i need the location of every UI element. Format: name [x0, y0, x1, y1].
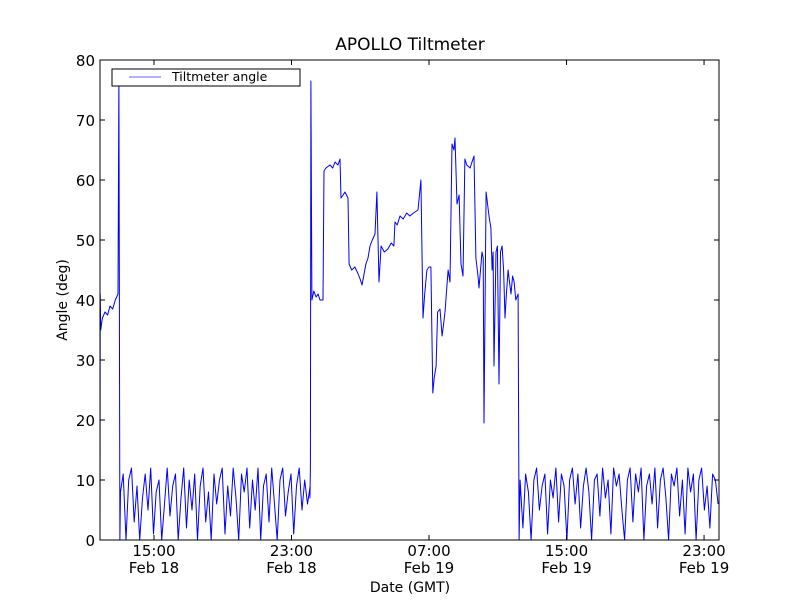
y-tick-label: 20 [76, 412, 95, 430]
y-tick-label: 0 [85, 532, 95, 550]
legend-box [111, 68, 301, 87]
y-tick-label: 40 [76, 292, 95, 310]
plot-frame [99, 59, 720, 541]
data-series-group [99, 77, 719, 541]
x-tick-label-date: Feb 19 [541, 559, 591, 577]
tiltmeter-angle-line [99, 77, 719, 541]
y-tick-label: 10 [76, 472, 95, 490]
x-tick-label-date: Feb 18 [129, 559, 179, 577]
x-tick-label-date: Feb 19 [679, 559, 729, 577]
legend-entry-label: Tiltmeter angle [171, 69, 268, 84]
x-tick-label-time: 23:00 [682, 542, 725, 560]
x-tick-label-date: Feb 18 [266, 559, 316, 577]
x-tick-label-time: 07:00 [407, 542, 450, 560]
x-tick-label-time: 23:00 [270, 542, 313, 560]
x-tick-label-time: 15:00 [545, 542, 588, 560]
y-tick-label: 50 [76, 232, 95, 250]
x-tick-label-date: Feb 19 [404, 559, 454, 577]
y-tick-label: 80 [76, 52, 95, 70]
x-axis-label: Date (GMT) [370, 580, 450, 596]
y-tick-label: 60 [76, 172, 95, 190]
y-axis-label: Angle (deg) [55, 259, 71, 341]
y-tick-label: 30 [76, 352, 95, 370]
x-tick-label-time: 15:00 [132, 542, 175, 560]
legend: Tiltmeter angle [111, 68, 301, 87]
y-tick-label: 70 [76, 112, 95, 130]
chart-title: APOLLO Tiltmeter [335, 35, 485, 55]
